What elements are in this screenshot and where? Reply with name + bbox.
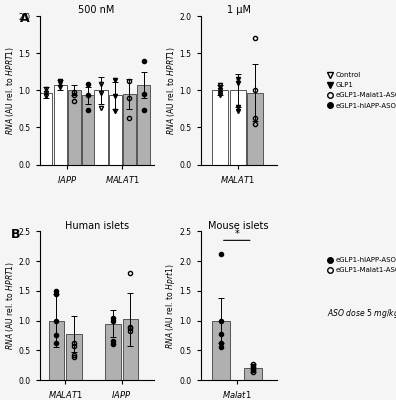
Text: B: B — [11, 228, 21, 242]
Bar — [230, 90, 246, 164]
Bar — [67, 334, 82, 380]
Y-axis label: $\it{RNA}$ (AU rel. to $\it{Hprt1}$): $\it{RNA}$ (AU rel. to $\it{Hprt1}$) — [164, 263, 177, 348]
Legend: Control, GLP1, eGLP1-Malat1-ASO, eGLP1-hIAPP-ASO: Control, GLP1, eGLP1-Malat1-ASO, eGLP1-h… — [327, 72, 396, 108]
Bar — [105, 324, 120, 380]
Y-axis label: $\it{RNA}$ (AU rel. to $\it{HPRT1}$): $\it{RNA}$ (AU rel. to $\it{HPRT1}$) — [165, 46, 177, 135]
Bar — [247, 92, 263, 164]
Legend: eGLP1-hIAPP-ASO, eGLP1-Malat1-ASO: eGLP1-hIAPP-ASO, eGLP1-Malat1-ASO — [327, 257, 396, 273]
Bar — [212, 320, 230, 380]
Bar — [95, 90, 108, 164]
Bar — [82, 96, 95, 164]
Title: Human islets: Human islets — [65, 221, 129, 231]
Title: Mouse islets: Mouse islets — [208, 221, 269, 231]
Bar — [244, 368, 262, 380]
Title: 1 μM: 1 μM — [227, 5, 251, 15]
Bar — [123, 94, 136, 164]
Bar — [68, 90, 81, 164]
Bar — [137, 85, 150, 164]
Bar — [212, 90, 228, 164]
Text: $\it{ASO\ dose\ 5\ mg/kg}$: $\it{ASO\ dose\ 5\ mg/kg}$ — [327, 307, 396, 320]
Text: A: A — [20, 12, 29, 25]
Bar — [53, 85, 67, 164]
Bar — [109, 96, 122, 164]
Bar — [49, 320, 64, 380]
Bar — [39, 92, 52, 164]
Y-axis label: $\it{RNA}$ (AU rel. to $\it{HPRT1}$): $\it{RNA}$ (AU rel. to $\it{HPRT1}$) — [4, 261, 16, 350]
Title: 500 nM: 500 nM — [78, 5, 115, 15]
Y-axis label: $\it{RNA}$ (AU rel. to $\it{HPRT1}$): $\it{RNA}$ (AU rel. to $\it{HPRT1}$) — [4, 46, 16, 135]
Bar — [123, 319, 138, 380]
Text: *: * — [234, 228, 239, 238]
